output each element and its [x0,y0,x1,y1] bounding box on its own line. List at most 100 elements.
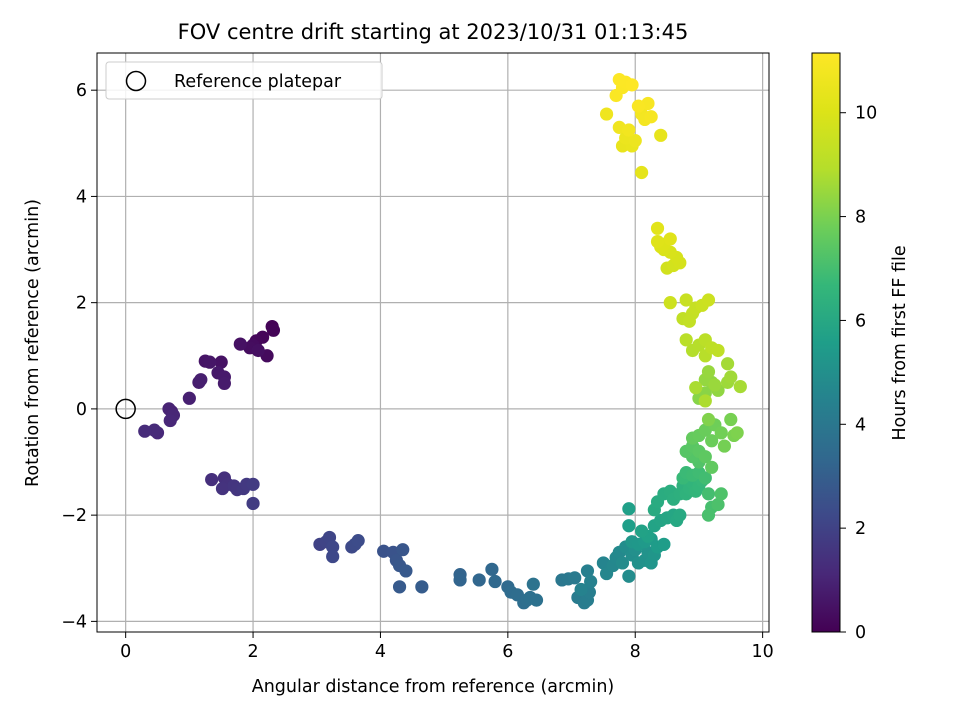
data-point [679,333,693,347]
x-tick-label: 2 [247,642,258,662]
data-point [351,534,365,548]
data-point [574,582,588,597]
data-point [622,502,636,516]
data-point [650,221,665,235]
x-tick-label: 0 [120,642,131,662]
axis-ticks: 0 2 4 6 8 10 −4 −2 0 2 4 6 [61,81,774,662]
data-point [580,564,595,578]
data-point [701,365,716,379]
colorbar-tick-label: 10 [855,104,877,124]
legend-box [105,61,383,100]
data-point [615,556,630,570]
data-point [663,232,677,246]
data-point [698,471,712,485]
x-tick-label: 4 [375,642,386,662]
data-point [724,412,738,427]
y-tick-label: 6 [76,81,87,101]
data-point [654,128,668,142]
data-point [625,78,639,92]
y-tick-label: −2 [61,506,87,526]
y-tick-label: 0 [76,400,87,420]
data-point [717,439,732,453]
data-point [147,423,161,437]
data-point [396,543,410,557]
data-point [377,544,391,558]
data-point [217,376,231,391]
data-point [635,524,649,538]
data-point [701,293,716,307]
data-point [233,337,247,351]
legend-entry-reference: Reference platepar [174,72,342,92]
data-point [584,574,598,589]
data-point [711,343,725,358]
data-point [163,413,177,428]
data-point [138,424,152,438]
data-point [701,508,716,522]
colorbar: 0 2 4 6 8 10 Hours from first FF file [811,52,910,643]
data-point [714,487,728,501]
data-point [182,391,196,405]
data-point [644,110,658,124]
data-point [733,379,747,394]
colorbar-tick-label: 2 [855,519,866,539]
data-point [472,573,486,587]
colorbar-ticks: 0 2 4 6 8 10 [840,104,877,643]
data-point [711,497,725,512]
data-point [194,373,208,387]
data-point [205,472,219,487]
data-point [453,573,467,587]
data-point [251,343,265,358]
data-point [698,450,712,464]
data-point [266,323,281,337]
data-point [705,460,719,474]
data-point [529,593,544,607]
scatter-points [115,72,747,610]
colorbar-gradient [811,52,841,633]
legend-marker-icon [125,70,147,92]
data-point [399,564,413,578]
chart-title: FOV centre drift starting at 2023/10/31 … [178,20,689,44]
colorbar-tick-label: 8 [855,208,866,228]
data-point [326,549,340,564]
data-point [657,537,671,551]
data-point [730,426,744,440]
data-point [650,234,665,249]
data-point [689,381,703,395]
data-point [679,293,693,307]
data-point [415,580,429,594]
data-point [485,562,499,576]
y-tick-label: 4 [76,187,87,207]
data-point [488,574,502,589]
data-point [705,434,719,448]
x-axis-label: Angular distance from reference (arcmin) [252,677,615,697]
data-point [246,477,260,491]
data-point [701,487,716,501]
data-point [599,107,614,121]
legend: Reference platepar [105,61,383,100]
y-axis-label: Rotation from reference (arcmin) [23,199,43,487]
data-point [628,134,642,148]
data-point [612,72,626,87]
data-point [698,394,712,408]
data-point [622,519,636,533]
colorbar-tick-label: 0 [855,623,866,643]
x-tick-label: 6 [502,642,513,662]
data-point [215,481,230,496]
colorbar-tick-label: 6 [855,311,866,331]
data-point [701,412,716,427]
data-point [724,370,738,384]
colorbar-label: Hours from first FF file [890,245,910,440]
data-point [392,580,407,594]
x-tick-label: 10 [751,642,773,662]
plot-frame [96,52,770,633]
data-point [622,569,636,583]
x-tick-label: 8 [630,642,641,662]
data-point [631,99,646,113]
data-point [214,355,228,369]
data-point [720,357,735,371]
data-point [326,540,340,554]
data-point [673,508,687,522]
data-point [622,123,636,137]
data-point [526,577,540,591]
data-point [663,296,677,310]
